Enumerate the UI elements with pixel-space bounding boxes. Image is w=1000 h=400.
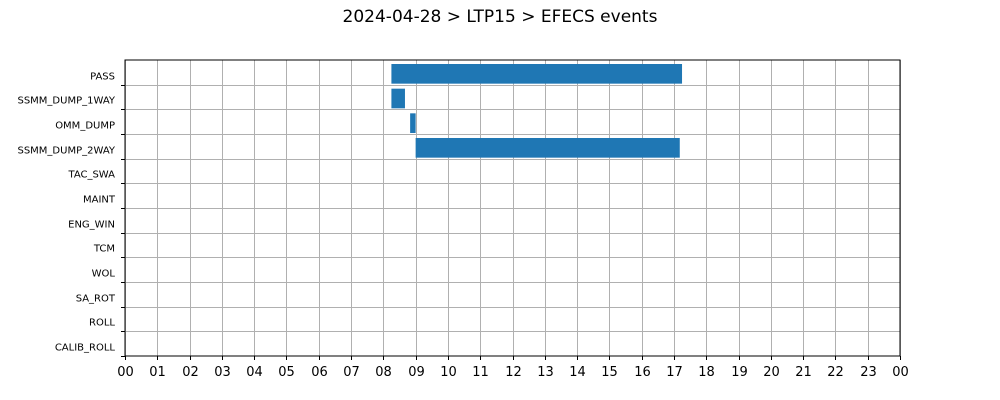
x-tick-label: 10 — [440, 365, 457, 380]
x-tick-label: 18 — [698, 365, 715, 380]
x-tick-label: 01 — [149, 365, 166, 380]
event-bar-ssmm-dump-1way — [391, 88, 405, 109]
y-tick-label: OMM_DUMP — [55, 121, 115, 132]
grid-layer — [125, 60, 901, 356]
x-tick-label: 21 — [795, 365, 812, 380]
y-tick-label: ENG_WIN — [68, 220, 115, 231]
event-bar-ssmm-dump-2way — [415, 138, 680, 158]
x-tick-label: 19 — [731, 365, 748, 380]
y-tick-label: SA_ROT — [76, 294, 116, 305]
x-tick-label: 08 — [375, 365, 392, 380]
event-bar-omm-dump — [410, 113, 416, 133]
x-tick-label: 13 — [537, 365, 554, 380]
y-tick-label: TCM — [93, 244, 115, 255]
y-tick-label: PASS — [90, 72, 115, 83]
x-tick-label: 20 — [763, 365, 780, 380]
y-tick-label: SSMM_DUMP_1WAY — [17, 96, 115, 107]
event-bar-pass — [391, 64, 683, 84]
x-tick-label: 23 — [860, 365, 877, 380]
x-tick-label: 22 — [827, 365, 844, 380]
x-tick-label: 07 — [343, 365, 360, 380]
x-tick-label: 17 — [666, 365, 683, 380]
x-tick-label: 02 — [182, 365, 199, 380]
y-tick-label: CALIB_ROLL — [55, 343, 116, 354]
bars-layer — [391, 64, 683, 158]
y-tick-label: SSMM_DUMP_2WAY — [17, 146, 115, 157]
y-tick-label: WOL — [92, 269, 116, 280]
x-tick-label: 16 — [634, 365, 651, 380]
y-tick-label: TAC_SWA — [67, 170, 115, 181]
x-tick-label: 12 — [505, 365, 522, 380]
x-tick-label: 04 — [246, 365, 263, 380]
y-tick-label: MAINT — [83, 195, 116, 206]
chart-title: 2024-04-28 > LTP15 > EFECS events — [343, 7, 658, 27]
x-tick-label: 09 — [408, 365, 425, 380]
x-tick-label: 11 — [472, 365, 489, 380]
x-tick-label: 03 — [214, 365, 231, 380]
x-tick-label: 15 — [601, 365, 618, 380]
x-tick-label: 14 — [569, 365, 586, 380]
y-axis: PASS SSMM_DUMP_1WAY OMM_DUMP SSMM_DUMP_2WAY… — [17, 72, 125, 357]
x-tick-label: 05 — [278, 365, 295, 380]
x-tick-label: 00 — [117, 365, 134, 380]
y-tick-label: ROLL — [89, 318, 115, 329]
x-tick-label: 06 — [311, 365, 328, 380]
x-axis: 00 01 02 03 04 05 06 07 08 09 10 11 12 13 14 15 16 17 18 19… — [117, 356, 909, 380]
x-tick-label: 00 — [892, 365, 909, 380]
